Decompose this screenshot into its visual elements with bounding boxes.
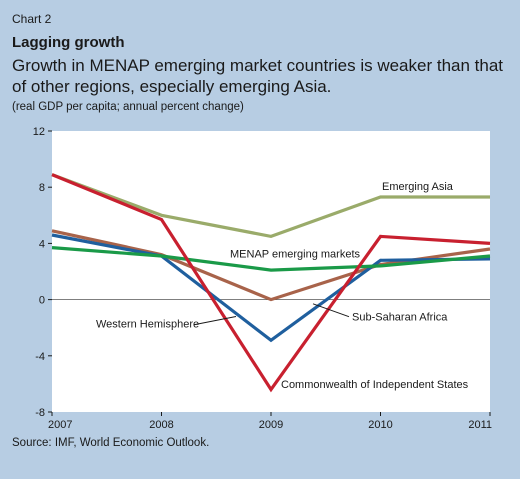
sub-saharan-africa-pointer — [312, 303, 350, 318]
y-tick-label: 12 — [33, 126, 45, 138]
y-tick-label: 0 — [39, 295, 45, 307]
series-label-cis: Commonwealth of Independent States — [281, 379, 469, 391]
series-line-emerging-asia — [51, 173, 490, 239]
y-tick-label: -8 — [35, 407, 45, 419]
series-label-menap: MENAP emerging markets — [230, 248, 361, 260]
series-line-western-hemisphere — [51, 233, 491, 343]
y-tick-label: -4 — [35, 351, 45, 363]
x-tick-label: 2007 — [48, 419, 72, 431]
chart-title: Lagging growth — [12, 34, 125, 51]
x-tick-label: 2010 — [368, 419, 392, 431]
western-hemisphere-pointer — [193, 315, 237, 326]
x-tick-label: 2011 — [468, 419, 492, 431]
series-label-emerging-asia: Emerging Asia — [382, 181, 454, 193]
series-line-cis — [51, 173, 491, 393]
chart-units: (real GDP per capita; annual percent cha… — [12, 101, 244, 113]
series-label-western-hemisphere: Western Hemisphere — [96, 319, 199, 331]
chart-number: Chart 2 — [12, 12, 52, 26]
chart-subtitle: Growth in MENAP emerging market countrie… — [12, 56, 504, 96]
y-tick-label: 4 — [39, 238, 45, 250]
chart-source: Source: IMF, World Economic Outlook. — [12, 437, 210, 449]
series-label-sub-saharan-africa: Sub-Saharan Africa — [352, 312, 448, 324]
x-tick-label: 2009 — [259, 419, 283, 431]
x-tick-label: 2008 — [149, 419, 173, 431]
series-line-menap — [51, 246, 491, 272]
y-tick-label: 8 — [39, 182, 45, 194]
